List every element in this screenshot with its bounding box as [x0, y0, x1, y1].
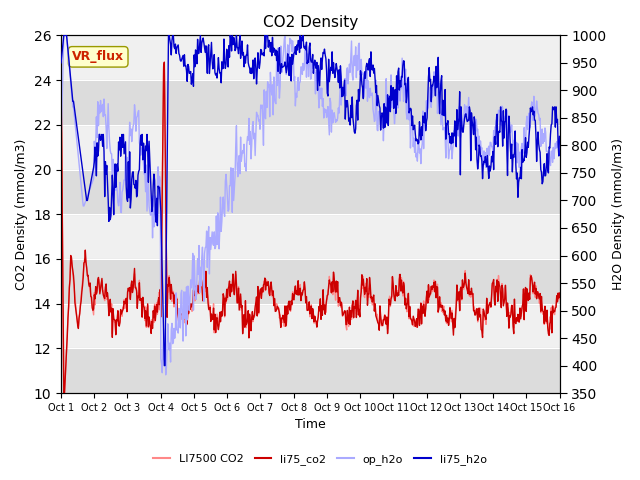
Bar [61, 80, 559, 125]
X-axis label: Time: Time [295, 419, 326, 432]
Y-axis label: CO2 Density (mmol/m3): CO2 Density (mmol/m3) [15, 139, 28, 290]
Bar [61, 259, 559, 304]
Legend: LI7500 CO2, li75_co2, op_h2o, li75_h2o: LI7500 CO2, li75_co2, op_h2o, li75_h2o [148, 450, 492, 469]
Bar [61, 348, 559, 393]
Bar [61, 169, 559, 214]
Y-axis label: H2O Density (mmol/m3): H2O Density (mmol/m3) [612, 138, 625, 290]
Text: VR_flux: VR_flux [72, 50, 124, 63]
Title: CO2 Density: CO2 Density [262, 15, 358, 30]
